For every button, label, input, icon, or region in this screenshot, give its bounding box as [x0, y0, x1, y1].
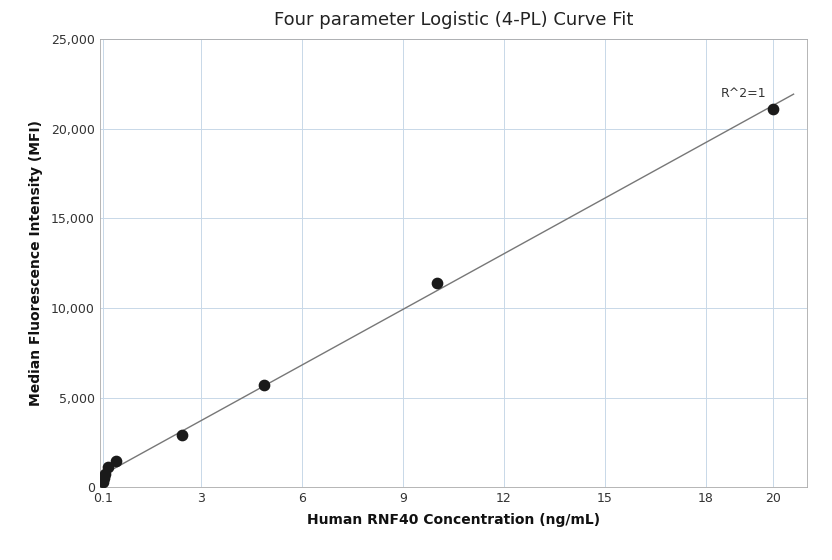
Point — [98, 469, 111, 478]
Y-axis label: Median Fluorescence Intensity (MFI): Median Fluorescence Intensity (MFI) — [29, 120, 42, 406]
Point — [430, 278, 443, 287]
Text: R^2=1: R^2=1 — [721, 87, 766, 100]
Point — [767, 105, 780, 114]
Point — [176, 431, 189, 440]
Title: Four parameter Logistic (4-PL) Curve Fit: Four parameter Logistic (4-PL) Curve Fit — [274, 11, 633, 29]
Point — [97, 477, 110, 486]
Point — [258, 381, 271, 390]
Point — [110, 457, 123, 466]
Point — [97, 474, 111, 483]
X-axis label: Human RNF40 Concentration (ng/mL): Human RNF40 Concentration (ng/mL) — [307, 514, 600, 528]
Point — [101, 463, 114, 472]
